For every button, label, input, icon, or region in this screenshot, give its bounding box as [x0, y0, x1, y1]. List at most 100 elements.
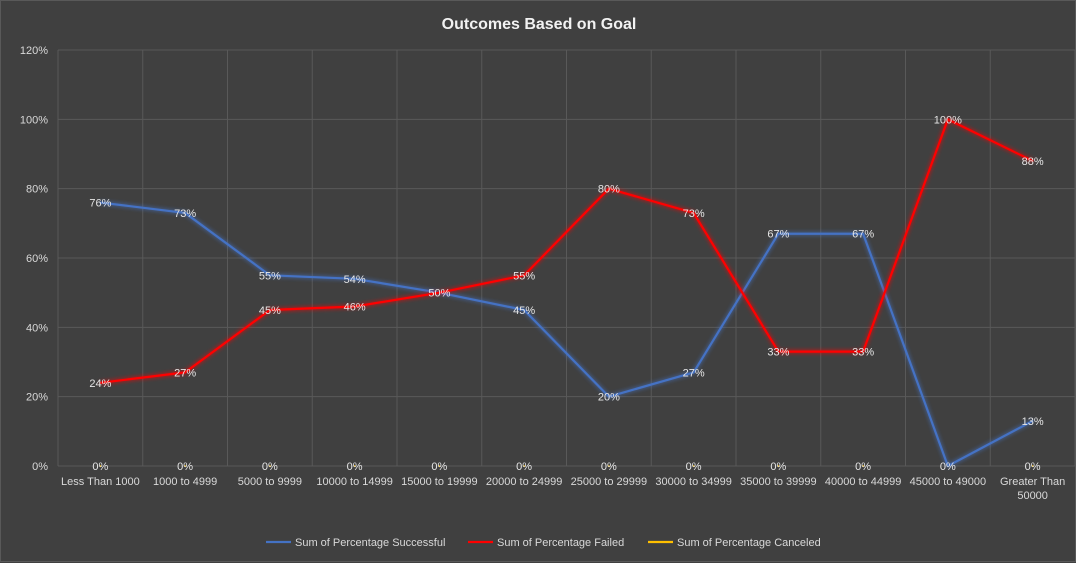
data-point: [353, 465, 356, 467]
data-label: 88%: [1022, 156, 1044, 168]
data-point: [438, 291, 441, 294]
y-tick-label: 0%: [32, 461, 48, 473]
data-label: 0%: [92, 461, 108, 473]
x-tick-label: 20000 to 24999: [486, 476, 562, 488]
data-point: [438, 465, 441, 467]
x-tick-label: 25000 to 29999: [571, 476, 647, 488]
data-label: 0%: [177, 461, 193, 473]
data-point: [692, 371, 695, 374]
data-label: 0%: [686, 461, 702, 473]
data-label: 54%: [344, 274, 366, 286]
data-point: [184, 371, 186, 374]
data-label: 80%: [598, 184, 620, 196]
y-tick-label: 120%: [20, 45, 48, 57]
data-label: 0%: [855, 461, 871, 473]
data-point: [947, 118, 949, 121]
data-label: 27%: [683, 367, 705, 379]
data-label: 0%: [1025, 461, 1041, 473]
data-label: 55%: [513, 270, 535, 282]
data-point: [862, 232, 864, 235]
data-point: [692, 212, 695, 214]
data-label: 0%: [940, 461, 956, 473]
legend-label: Sum of Percentage Canceled: [677, 537, 821, 549]
data-label: 46%: [344, 302, 366, 314]
series-lines: [99, 118, 1034, 468]
data-label: 0%: [516, 461, 532, 473]
chart-title: Outcomes Based on Goal: [442, 16, 637, 33]
series-line-0: [100, 201, 1034, 468]
x-tick-label: 10000 to 14999: [316, 476, 392, 488]
data-label: 50%: [428, 288, 450, 300]
data-label: 73%: [174, 208, 196, 220]
data-point: [523, 465, 525, 467]
y-tick-label: 40%: [26, 322, 48, 334]
x-tick-label: 35000 to 39999: [740, 476, 816, 488]
data-label: 0%: [431, 461, 447, 473]
data-point: [99, 382, 102, 384]
data-label: 76%: [89, 198, 111, 210]
data-point: [269, 274, 271, 277]
data-label: 100%: [934, 114, 962, 126]
data-label: 13%: [1022, 416, 1044, 428]
data-point: [777, 350, 780, 353]
y-axis-ticks: 0% 20% 40% 60% 80% 100% 120%: [20, 45, 48, 473]
gridlines: [57, 49, 1076, 467]
data-label: 0%: [601, 461, 617, 473]
y-tick-label: 80%: [26, 184, 48, 196]
data-point: [353, 305, 356, 308]
y-tick-label: 100%: [20, 114, 48, 126]
data-point: [777, 232, 780, 235]
data-point: [608, 187, 610, 190]
data-point: [692, 465, 695, 467]
x-tick-label: 30000 to 34999: [655, 476, 731, 488]
data-point: [523, 309, 525, 311]
data-label: 33%: [767, 347, 789, 359]
x-tick-label: 5000 to 9999: [238, 476, 302, 488]
data-label: 20%: [598, 392, 620, 404]
data-point: [608, 395, 610, 398]
data-point: [947, 465, 949, 467]
data-point: [608, 465, 610, 467]
data-labels: 76% 73% 55% 54% 45% 20% 27% 67% 67% 0% 13% 24% 27% 45…: [89, 114, 1043, 473]
x-tick-label: 1000 to 4999: [153, 476, 217, 488]
data-point: [1031, 420, 1034, 422]
y-tick-label: 60%: [26, 253, 48, 265]
data-point: [269, 465, 271, 467]
data-label: 27%: [174, 367, 196, 379]
y-tick-label: 20%: [26, 392, 48, 404]
data-point: [99, 465, 102, 467]
x-axis-ticks: Less Than 1000 1000 to 4999 5000 to 9999 10…: [61, 476, 1065, 502]
data-label: 67%: [767, 229, 789, 241]
data-label: 0%: [262, 461, 278, 473]
data-point: [777, 465, 780, 467]
data-label: 67%: [852, 229, 874, 241]
data-point: [1031, 465, 1034, 467]
data-label: 24%: [89, 378, 111, 390]
data-point: [353, 278, 356, 280]
series-line-1: [100, 118, 1034, 384]
data-label: 33%: [852, 347, 874, 359]
x-tick-label: Greater Than 50000: [1000, 476, 1065, 502]
legend-label: Sum of Percentage Failed: [497, 537, 624, 549]
legend: Sum of Percentage Successful Sum of Perce…: [266, 537, 821, 549]
x-tick-label: 45000 to 49000: [910, 476, 986, 488]
data-label: 0%: [770, 461, 786, 473]
data-point: [523, 274, 525, 277]
x-tick-label: 15000 to 19999: [401, 476, 477, 488]
data-label: 55%: [259, 270, 281, 282]
data-point: [99, 201, 102, 204]
x-tick-label: 40000 to 44999: [825, 476, 901, 488]
data-point: [184, 465, 186, 467]
data-point: [184, 212, 186, 214]
data-label: 0%: [347, 461, 363, 473]
legend-label: Sum of Percentage Successful: [295, 537, 445, 549]
data-label: 45%: [259, 305, 281, 317]
data-point: [269, 309, 271, 311]
data-label: 73%: [683, 208, 705, 220]
data-point: [862, 465, 864, 467]
x-tick-label: Less Than 1000: [61, 476, 140, 488]
data-label: 45%: [513, 305, 535, 317]
data-point: [1031, 160, 1034, 162]
